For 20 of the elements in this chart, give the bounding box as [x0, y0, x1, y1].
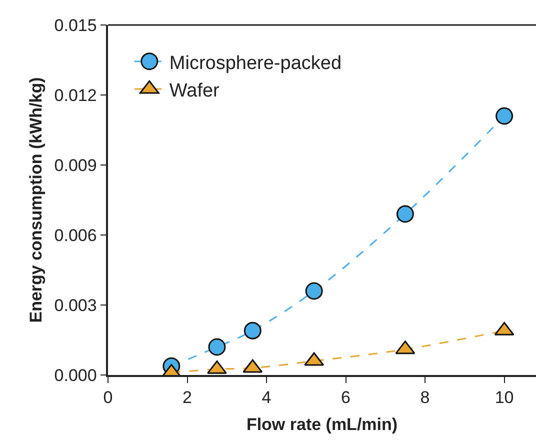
y-axis-title: Energy consumption (kWh/kg) [26, 77, 46, 323]
x-tick-label: 0 [103, 388, 113, 408]
point [496, 107, 514, 125]
x-tick-label: 10 [494, 388, 514, 408]
legend-label: Wafer [169, 80, 220, 102]
x-tick-label: 6 [341, 388, 351, 408]
x-axis-title: Flow rate (mL/min) [246, 415, 398, 434]
x-tick-label: 2 [182, 388, 192, 408]
y-tick-label: 0.009 [54, 156, 97, 175]
x-tick-label: 8 [420, 388, 430, 408]
y-tick-label: 0.003 [54, 296, 97, 315]
y-tick-label: 0.012 [54, 86, 97, 105]
x-tick-label: 4 [262, 388, 272, 408]
point [396, 205, 414, 223]
legend-label: Microsphere-packed [169, 52, 342, 74]
y-tick-label: 0.000 [54, 366, 97, 385]
y-tick-label: 0.015 [54, 16, 97, 35]
point [244, 322, 262, 340]
point [305, 282, 323, 300]
y-tick-label: 0.006 [54, 226, 97, 245]
